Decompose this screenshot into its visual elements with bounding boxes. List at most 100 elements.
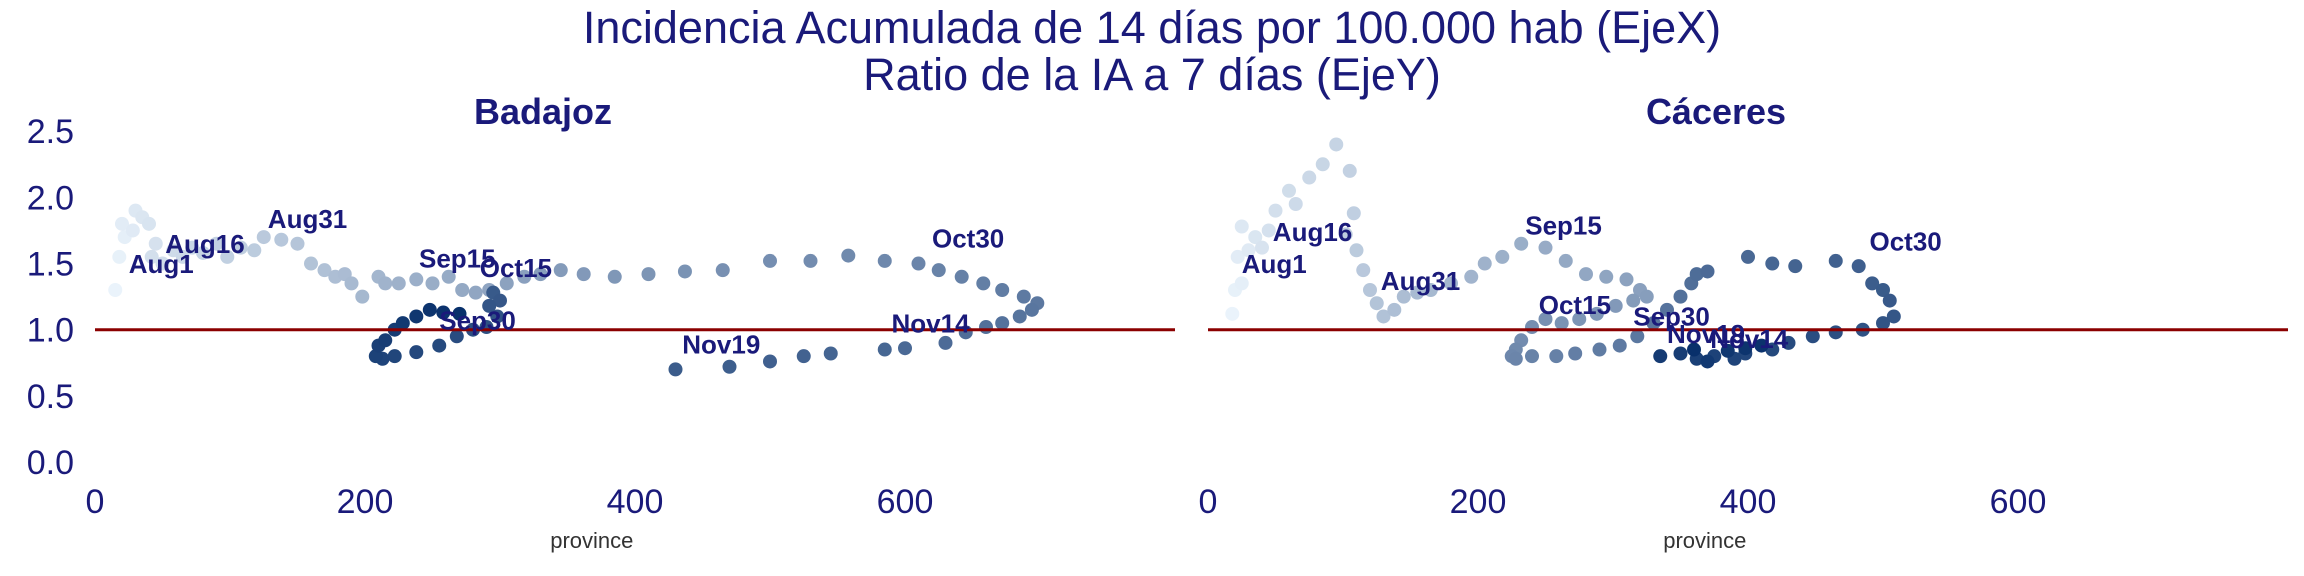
panel-2-data-point [1464, 269, 1479, 284]
panel-1-data-point [209, 236, 224, 251]
panel-1-data-point [125, 223, 140, 238]
panel-2-data-point [1234, 219, 1249, 234]
panel-1-data-point [452, 306, 467, 321]
panel-1-date-annotation: Aug31 [268, 204, 347, 234]
panel-1-data-point [441, 269, 456, 284]
panel-2-data-point [1255, 240, 1269, 255]
panel-2-data-point [1828, 325, 1843, 340]
panel-2-date-annotation: Sep15 [1525, 210, 1602, 240]
panel-1-data-point [938, 335, 953, 350]
panel-2-data-point [1876, 283, 1890, 297]
panel-2-xlabel: province [1663, 528, 1746, 553]
panel-1-data-point [148, 236, 163, 251]
panel-2-data-point [1261, 223, 1276, 238]
panel-1-data-point [175, 249, 190, 264]
panel-1-data-point [155, 256, 170, 271]
panel-1-data-point [877, 253, 892, 268]
panel-2-date-annotation: Oct30 [1870, 226, 1942, 256]
panel-2-data-point [1700, 264, 1715, 279]
panel-2-data-point [1444, 276, 1458, 291]
panel-2-data-point [1241, 243, 1256, 258]
panel-2-data-point [1538, 312, 1553, 327]
panel-2-data-point [1592, 342, 1607, 357]
panel-1-data-point [931, 263, 946, 278]
panel-1-data-point [722, 359, 737, 374]
panel-2-data-point [1882, 293, 1897, 308]
panel-1-data-point [425, 276, 440, 291]
panel-2-data-point [1225, 306, 1240, 321]
panel-1-data-point [220, 249, 235, 264]
panel-1-ytick-label: 0.0 [27, 444, 74, 482]
panel-1-date-annotation: Sep30 [439, 306, 516, 336]
panel-2-data-point [1356, 263, 1371, 278]
panel-1-date-annotation: Nov14 [892, 308, 971, 338]
panel-2-data-point [1568, 346, 1583, 361]
panel-1-data-point [1016, 289, 1031, 304]
panel-1-data-point [409, 272, 424, 287]
panel-1-ytick-label: 2.5 [27, 113, 74, 151]
panel-1-data-point [898, 341, 912, 356]
panel-2-data-point [1346, 206, 1361, 221]
panel-1-xtick-label: 0 [86, 483, 105, 521]
panel-1-data-point [677, 264, 692, 279]
panel-1-data-point [185, 240, 200, 255]
panel-2-data-point [1805, 329, 1820, 344]
panel-1-data-point [482, 298, 497, 313]
panel-2-data-point [1608, 298, 1623, 313]
panel-1-data-point [196, 245, 210, 260]
panel-1-data-point [455, 283, 470, 297]
panel-1-ytick-label: 0.5 [27, 378, 74, 416]
panel-2-data-point [1477, 256, 1492, 271]
panel-1-data-point [144, 249, 159, 264]
panel-2-data-point [1619, 272, 1634, 287]
panel-1-data-point [877, 342, 892, 357]
panel-2-data-point [1589, 306, 1604, 321]
panel-1-data-point [517, 269, 532, 284]
panel-2-data-point [1754, 338, 1769, 353]
panel-2-data-point [1700, 354, 1715, 369]
panel-2-data-point [1349, 243, 1364, 258]
panel-1-ytick-label: 1.0 [27, 312, 74, 350]
panel-1-data-point [607, 269, 622, 284]
panel-2-data-point [1660, 302, 1674, 317]
panel-2-title: Cáceres [1646, 91, 1786, 132]
panel-1-data-point [112, 249, 127, 264]
panel-1-data-point [715, 263, 730, 278]
panel-2-data-point [1342, 163, 1357, 178]
panel-1-date-annotation: Nov19 [682, 330, 760, 360]
panel-2-date-annotation: Nov19 [1667, 319, 1745, 349]
panel-1-data-point [409, 345, 424, 360]
panel-1-date-annotation: Sep15 [419, 244, 496, 274]
panel-2-data-point [1288, 197, 1303, 211]
panel-2-data-point [1363, 283, 1377, 297]
panel-1-date-annotation: Aug1 [129, 249, 194, 279]
panel-1-data-point [233, 240, 248, 255]
panel-2-data-point [1329, 137, 1344, 152]
panel-1-title: Badajoz [474, 91, 612, 132]
panel-1-date-annotation: Oct15 [480, 253, 552, 283]
panel-1-ytick-label: 1.5 [27, 246, 74, 284]
panel-2-data-point [1741, 249, 1755, 264]
panel-2-data-point [1410, 285, 1425, 300]
panel-1-data-point [468, 285, 483, 300]
panel-2-data-point [1558, 253, 1573, 268]
panel-2-data-point [1495, 249, 1510, 264]
panel-2-data-point [1781, 335, 1796, 350]
panel-2-data-point [1282, 183, 1296, 198]
panel-2-data-point [1687, 342, 1701, 357]
panel-2-data-point [1646, 316, 1661, 331]
panel-1-data-point [803, 253, 818, 268]
panel-2-data-point [1865, 276, 1880, 291]
panel-2-data-point [1302, 170, 1317, 185]
panel-1-data-point [979, 320, 993, 335]
panel-1-data-point [911, 256, 926, 271]
panel-2-data-point [1639, 289, 1654, 304]
panel-2-data-point [1579, 267, 1593, 282]
panel-1-data-point [387, 349, 402, 364]
panel-1-data-point [317, 263, 332, 278]
panel-1-data-point [290, 236, 305, 251]
panel-2-data-point [1230, 249, 1245, 264]
panel-2-data-point [1554, 316, 1569, 331]
panel-1-ytick-label: 2.0 [27, 179, 74, 217]
